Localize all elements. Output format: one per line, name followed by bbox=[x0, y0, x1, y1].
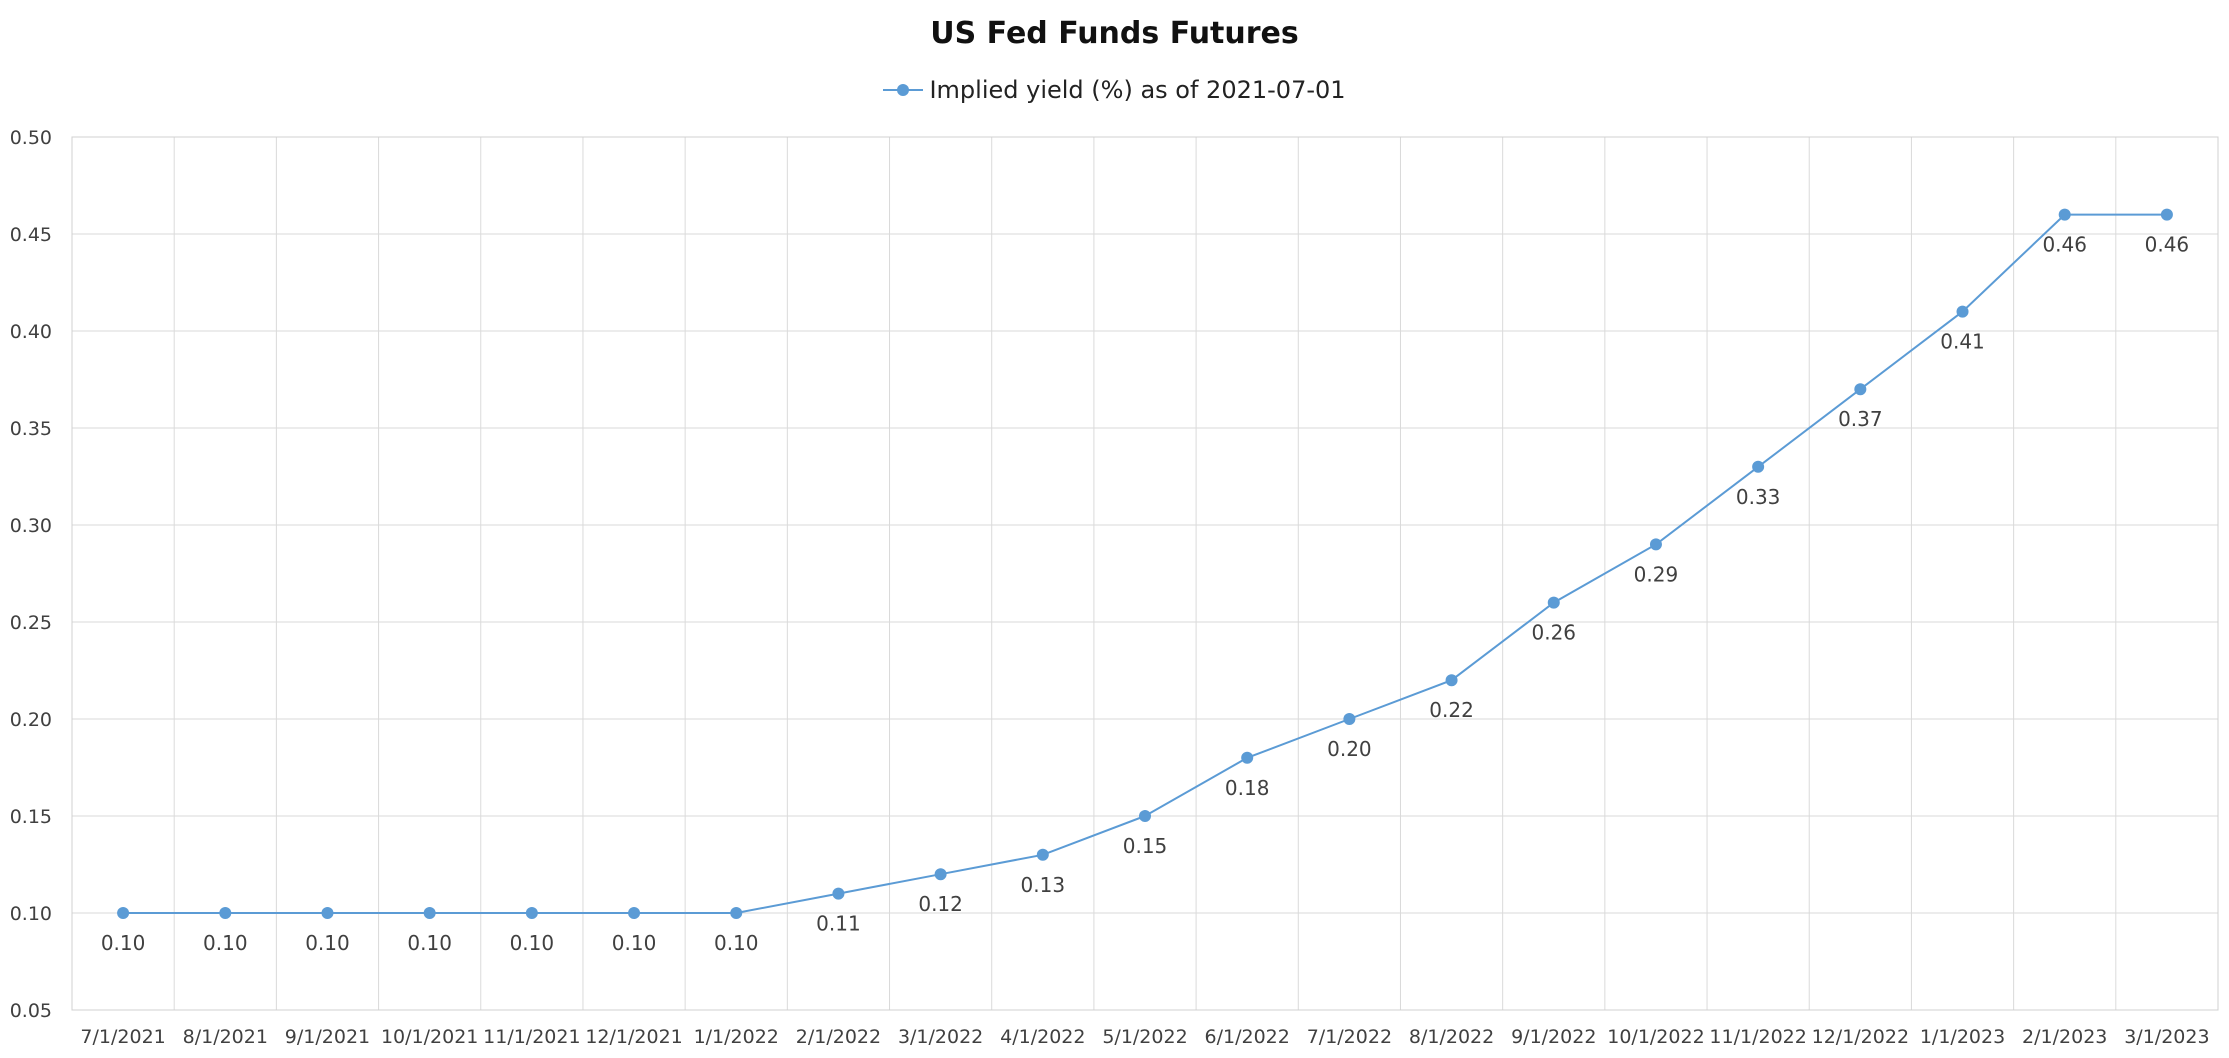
data-label: 0.41 bbox=[1940, 330, 1985, 354]
data-point bbox=[1854, 383, 1867, 396]
data-point bbox=[1547, 596, 1560, 609]
data-point bbox=[1139, 810, 1151, 822]
x-tick-label: 7/1/2022 bbox=[1307, 1026, 1392, 1048]
data-label: 0.46 bbox=[2042, 233, 2087, 257]
data-label: 0.10 bbox=[612, 931, 657, 955]
plot-border bbox=[71, 136, 2219, 1011]
x-tick-label: 11/1/2021 bbox=[483, 1026, 580, 1048]
y-tick-label: 0.10 bbox=[10, 903, 52, 925]
data-label: 0.22 bbox=[1429, 698, 1474, 722]
x-tick-label: 4/1/2022 bbox=[1000, 1026, 1085, 1048]
data-point bbox=[1036, 848, 1049, 861]
x-tick-label: 5/1/2022 bbox=[1102, 1026, 1187, 1048]
x-tick-label: 11/1/2022 bbox=[1709, 1026, 1806, 1048]
y-tick-label: 0.50 bbox=[10, 127, 52, 149]
data-point bbox=[1241, 751, 1254, 764]
data-point bbox=[525, 907, 538, 919]
data-point bbox=[321, 907, 334, 919]
data-label: 0.10 bbox=[101, 931, 146, 955]
data-label: 0.37 bbox=[1838, 407, 1883, 431]
y-tick-label: 0.35 bbox=[10, 418, 52, 440]
data-point bbox=[1649, 538, 1662, 551]
data-point bbox=[832, 887, 845, 900]
data-point bbox=[628, 907, 641, 919]
y-tick-label: 0.05 bbox=[10, 1000, 52, 1022]
x-tick-label: 8/1/2021 bbox=[183, 1026, 268, 1048]
data-point bbox=[1445, 674, 1458, 687]
data-label: 0.20 bbox=[1327, 737, 1372, 761]
x-tick-label: 6/1/2022 bbox=[1205, 1026, 1290, 1048]
x-tick-label: 9/1/2022 bbox=[1511, 1026, 1596, 1048]
data-point bbox=[423, 907, 436, 919]
x-tick-label: 2/1/2023 bbox=[2022, 1026, 2107, 1048]
legend-marker bbox=[883, 84, 924, 96]
x-tick-label: 10/1/2021 bbox=[381, 1026, 478, 1048]
chart-title: US Fed Funds Futures bbox=[930, 16, 1299, 51]
data-label: 0.33 bbox=[1736, 485, 1781, 509]
x-tick-label: 1/1/2023 bbox=[1920, 1026, 2005, 1048]
x-tick-label: 3/1/2022 bbox=[898, 1026, 983, 1048]
x-tick-label: 12/1/2021 bbox=[585, 1026, 682, 1048]
data-label: 0.46 bbox=[2145, 233, 2190, 257]
y-tick-label: 0.30 bbox=[10, 515, 52, 537]
data-point bbox=[117, 907, 130, 919]
y-tick-label: 0.25 bbox=[10, 612, 52, 634]
data-point bbox=[2160, 208, 2173, 221]
y-tick-label: 0.40 bbox=[10, 321, 52, 343]
x-tick-label: 12/1/2022 bbox=[1812, 1026, 1909, 1048]
data-label: 0.26 bbox=[1531, 621, 1576, 645]
data-label: 0.10 bbox=[510, 931, 555, 955]
data-point bbox=[1343, 713, 1356, 725]
data-point bbox=[1752, 460, 1765, 473]
x-tick-label: 3/1/2023 bbox=[2124, 1026, 2209, 1048]
data-label: 0.29 bbox=[1634, 562, 1679, 586]
y-tick-label: 0.15 bbox=[10, 806, 52, 828]
data-label: 0.12 bbox=[918, 892, 963, 916]
series-line bbox=[123, 213, 2167, 914]
data-label: 0.10 bbox=[714, 931, 759, 955]
data-point bbox=[219, 907, 232, 919]
data-label: 0.18 bbox=[1225, 776, 1270, 800]
data-label: 0.10 bbox=[203, 931, 248, 955]
data-label: 0.11 bbox=[816, 912, 861, 936]
data-point bbox=[1956, 305, 1969, 318]
x-tick-label: 9/1/2021 bbox=[285, 1026, 370, 1048]
y-tick-label: 0.45 bbox=[10, 224, 52, 246]
data-label: 0.15 bbox=[1123, 834, 1168, 858]
x-tick-label: 8/1/2022 bbox=[1409, 1026, 1494, 1048]
x-tick-label: 1/1/2022 bbox=[694, 1026, 779, 1048]
data-point bbox=[2058, 208, 2071, 221]
x-tick-label: 10/1/2022 bbox=[1607, 1026, 1704, 1048]
y-tick-label: 0.20 bbox=[10, 709, 52, 731]
data-point bbox=[730, 907, 743, 919]
legend-label: Implied yield (%) as of 2021-07-01 bbox=[929, 76, 1346, 104]
data-label: 0.10 bbox=[407, 931, 452, 955]
x-tick-label: 7/1/2021 bbox=[80, 1026, 165, 1048]
x-tick-label: 2/1/2022 bbox=[796, 1026, 881, 1048]
legend: Implied yield (%) as of 2021-07-01 bbox=[0, 76, 2229, 104]
data-label: 0.13 bbox=[1021, 873, 1066, 897]
data-point bbox=[934, 868, 947, 881]
data-label: 0.10 bbox=[305, 931, 350, 955]
